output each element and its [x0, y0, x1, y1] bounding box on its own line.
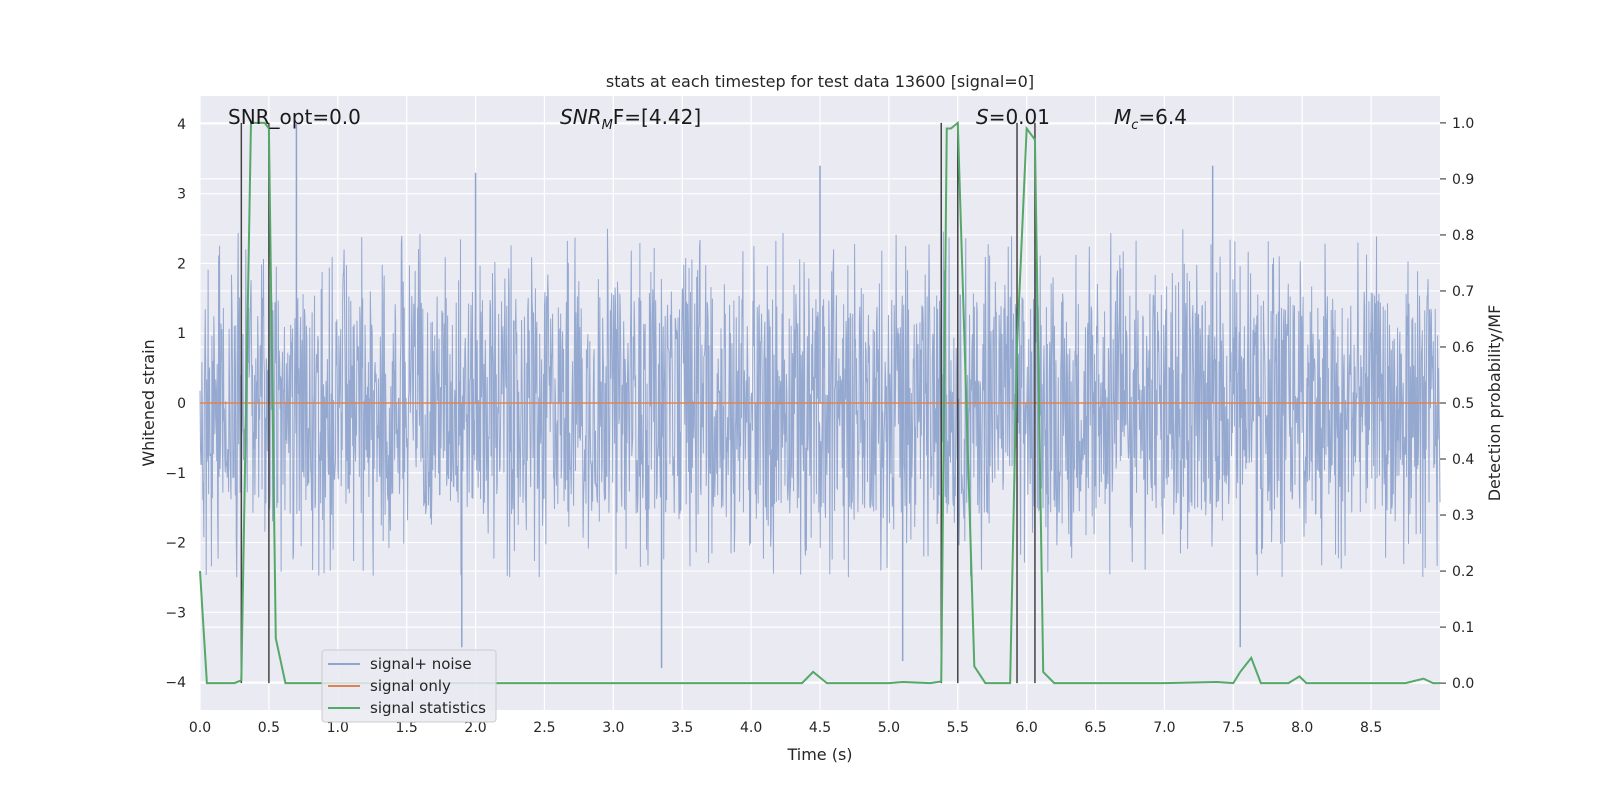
y2-tick-label: 0.2: [1452, 564, 1474, 580]
x-tick-label: 8.0: [1291, 720, 1313, 736]
x-tick-label: 0.5: [258, 720, 280, 736]
legend-box: [321, 649, 497, 723]
x-tick-label: 4.5: [809, 720, 831, 736]
legend-label-signal-only: signal only: [370, 677, 451, 695]
x-tick-label: 3.5: [671, 720, 693, 736]
y2-tick-label: 0.1: [1452, 620, 1474, 636]
annotation-snr-mf: SNRMF=[4.42]: [560, 105, 701, 133]
y2-axis-ticks: 0.0 0.1 0.2 0.3 0.4 0.5 0.6 0.7 0.8 0.9 1.0: [1440, 116, 1474, 692]
y-axis-ticks: −4 −3 −2 −1 0 1 2 3 4: [165, 117, 186, 691]
x-tick-label: 4.0: [740, 720, 762, 736]
x-axis-ticks: 0.0 0.5 1.0 1.5 2.0 2.5 3.0 3.5 4.0 4.5 5.0 5.5 6.0 6…: [189, 720, 1382, 736]
legend: signal+ noise signal only signal statist…: [321, 649, 497, 723]
x-tick-label: 1.0: [327, 720, 349, 736]
y-tick-label: −3: [165, 605, 186, 621]
x-tick-label: 6.0: [1016, 720, 1038, 736]
x-tick-label: 2.5: [533, 720, 555, 736]
y2-tick-label: 0.4: [1452, 452, 1474, 468]
y2-tick-label: 0.7: [1452, 284, 1474, 300]
signal-statistics-line: [199, 120, 1440, 685]
x-tick-label: 5.5: [947, 720, 969, 736]
signal-noise-trace: [199, 228, 1441, 578]
y-tick-label: −1: [165, 466, 186, 482]
y-tick-label: 4: [177, 117, 186, 133]
y-axis-label: Whitened strain: [139, 339, 158, 466]
annotation-s: S=0.01: [976, 105, 1050, 129]
x-tick-label: 7.5: [1222, 720, 1244, 736]
annotation-snr-opt: SNR_opt=0.0: [228, 105, 361, 129]
vertical-marker-lines: [240, 122, 1036, 684]
y2-tick-label: 0.3: [1452, 508, 1474, 524]
y-tick-label: 1: [177, 326, 186, 342]
y-tick-label: −4: [165, 675, 186, 691]
y2-tick-label: 0.5: [1452, 396, 1474, 412]
annotation-mc: Mc=6.4: [1114, 105, 1187, 133]
y2-axis-label: Detection probability/MF: [1485, 305, 1504, 502]
y2-tick-label: 0.6: [1452, 340, 1474, 356]
y-tick-label: 3: [177, 187, 186, 203]
series-signal-statistics: [199, 120, 1440, 685]
y2-tick-label: 0.8: [1452, 228, 1474, 244]
y-tick-label: 0: [177, 396, 186, 412]
legend-label-signal-statistics: signal statistics: [370, 699, 486, 717]
y2-tick-label: 0.9: [1452, 172, 1474, 188]
legend-label-signal-noise: signal+ noise: [370, 655, 472, 673]
x-tick-label: 8.5: [1360, 720, 1382, 736]
y-tick-label: 2: [177, 256, 186, 272]
y2-tick-label: 0.0: [1452, 676, 1474, 692]
x-tick-label: 2.0: [464, 720, 486, 736]
x-tick-label: 6.5: [1084, 720, 1106, 736]
x-tick-label: 7.0: [1153, 720, 1175, 736]
x-tick-label: 0.0: [189, 720, 211, 736]
y-tick-label: −2: [165, 536, 186, 552]
x-tick-label: 3.0: [602, 720, 624, 736]
x-axis-label: Time (s): [786, 745, 852, 764]
x-tick-label: 5.0: [878, 720, 900, 736]
x-tick-label: 1.5: [396, 720, 418, 736]
series-signal-noise: [199, 123, 1441, 669]
chart-title: stats at each timestep for test data 136…: [606, 72, 1034, 91]
y2-tick-label: 1.0: [1452, 116, 1474, 132]
